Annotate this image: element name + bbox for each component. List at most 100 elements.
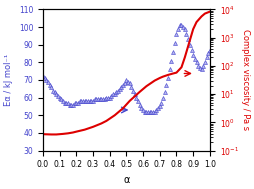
Point: [196, 64, 200, 67]
Point: [199, 68, 203, 71]
Point: [76, 101, 80, 104]
Point: [143, 110, 147, 113]
Point: [121, 84, 125, 87]
Point: [145, 110, 149, 113]
Point: [186, 38, 190, 41]
Point: [149, 110, 153, 113]
Point: [91, 100, 95, 103]
Point: [128, 82, 132, 85]
Point: [169, 59, 173, 62]
Point: [166, 77, 170, 80]
Point: [203, 61, 207, 64]
Point: [184, 33, 188, 36]
Point: [164, 84, 168, 87]
Y-axis label: Eα / kJ mol⁻¹: Eα / kJ mol⁻¹: [4, 54, 13, 106]
Point: [108, 96, 112, 99]
Point: [47, 84, 52, 87]
Point: [43, 77, 47, 80]
Point: [129, 85, 133, 88]
Point: [44, 78, 48, 81]
Point: [126, 80, 130, 83]
Point: [131, 89, 135, 92]
Point: [168, 68, 172, 71]
Point: [86, 100, 90, 103]
Point: [101, 98, 105, 101]
Point: [89, 100, 93, 103]
Point: [124, 78, 129, 81]
Point: [151, 110, 155, 113]
Point: [59, 98, 63, 101]
Point: [109, 94, 114, 97]
Point: [104, 96, 108, 99]
Point: [81, 100, 85, 103]
Point: [123, 82, 127, 85]
Point: [133, 93, 137, 96]
Point: [53, 91, 57, 94]
Point: [49, 85, 53, 88]
Point: [191, 54, 195, 57]
Point: [51, 89, 55, 92]
Point: [146, 110, 150, 113]
Point: [61, 100, 65, 103]
Point: [206, 52, 210, 55]
Point: [136, 100, 140, 103]
Point: [204, 56, 209, 59]
X-axis label: α: α: [123, 175, 130, 185]
Y-axis label: Complex viscosity / Pa s: Complex viscosity / Pa s: [241, 29, 250, 131]
Point: [139, 107, 144, 110]
Point: [181, 26, 185, 29]
Point: [41, 75, 45, 78]
Point: [94, 98, 98, 101]
Point: [134, 96, 138, 99]
Point: [156, 107, 160, 110]
Point: [111, 93, 115, 96]
Point: [68, 103, 72, 106]
Point: [158, 105, 162, 108]
Point: [84, 100, 88, 103]
Point: [93, 98, 97, 101]
Point: [118, 87, 122, 90]
Point: [178, 24, 182, 27]
Point: [163, 91, 167, 94]
Point: [193, 57, 197, 60]
Point: [66, 101, 70, 104]
Point: [189, 48, 194, 51]
Point: [141, 108, 145, 112]
Point: [119, 85, 123, 88]
Point: [71, 103, 75, 106]
Point: [106, 96, 110, 99]
Point: [58, 96, 62, 99]
Point: [195, 61, 199, 64]
Point: [161, 96, 165, 99]
Point: [208, 48, 212, 51]
Point: [74, 101, 78, 104]
Point: [148, 110, 152, 113]
Point: [54, 93, 58, 96]
Point: [73, 101, 77, 104]
Point: [64, 101, 68, 104]
Point: [46, 80, 50, 83]
Point: [198, 66, 202, 69]
Point: [138, 103, 142, 106]
Point: [98, 98, 102, 101]
Point: [160, 101, 164, 104]
Point: [113, 93, 117, 96]
Point: [69, 103, 73, 106]
Point: [56, 94, 60, 97]
Point: [88, 100, 92, 103]
Point: [171, 50, 175, 53]
Point: [176, 27, 180, 30]
Point: [63, 101, 67, 104]
Point: [96, 98, 100, 101]
Point: [174, 33, 179, 36]
Point: [173, 41, 177, 44]
Point: [99, 98, 103, 101]
Point: [183, 27, 187, 30]
Point: [153, 110, 157, 113]
Point: [201, 64, 205, 67]
Point: [188, 43, 192, 46]
Point: [103, 98, 107, 101]
Point: [116, 89, 120, 92]
Point: [83, 100, 87, 103]
Point: [180, 24, 184, 27]
